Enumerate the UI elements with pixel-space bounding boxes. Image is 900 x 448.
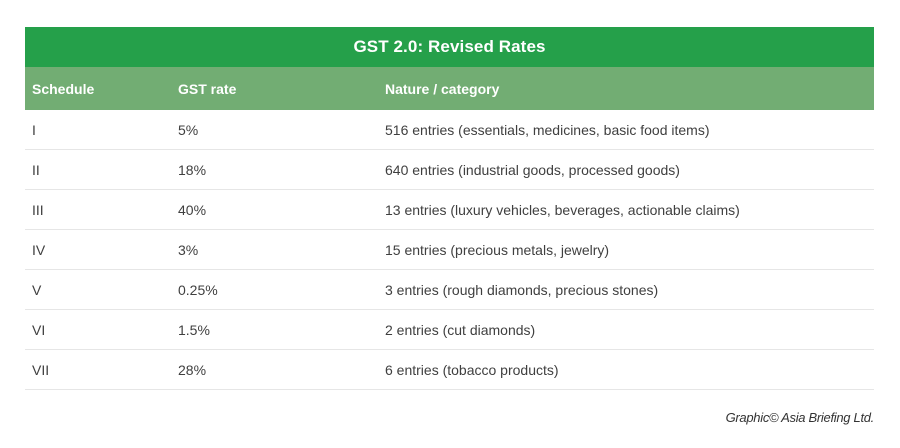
cell-schedule: III bbox=[32, 201, 44, 218]
table-row: VII 28% 6 entries (tobacco products) bbox=[25, 350, 874, 390]
header-gst-rate: GST rate bbox=[178, 80, 237, 97]
table-header-row: Schedule GST rate Nature / category bbox=[25, 67, 874, 110]
cell-schedule: II bbox=[32, 161, 40, 178]
cell-rate: 3% bbox=[178, 241, 199, 258]
table-row: IV 3% 15 entries (precious metals, jewel… bbox=[25, 230, 874, 270]
cell-schedule: IV bbox=[32, 241, 46, 258]
header-nature-category: Nature / category bbox=[385, 80, 500, 97]
table-row: III 40% 13 entries (luxury vehicles, bev… bbox=[25, 190, 874, 230]
cell-rate: 5% bbox=[178, 121, 199, 138]
table-title: GST 2.0: Revised Rates bbox=[25, 27, 874, 67]
table-row: V 0.25% 3 entries (rough diamonds, preci… bbox=[25, 270, 874, 310]
cell-nature: 2 entries (cut diamonds) bbox=[385, 321, 536, 338]
table-row: I 5% 516 entries (essentials, medicines,… bbox=[25, 110, 874, 150]
header-schedule: Schedule bbox=[32, 80, 95, 97]
cell-rate: 18% bbox=[178, 161, 207, 178]
cell-rate: 1.5% bbox=[178, 321, 210, 338]
cell-nature: 640 entries (industrial goods, processed… bbox=[385, 161, 680, 178]
cell-rate: 0.25% bbox=[178, 281, 218, 298]
cell-nature: 13 entries (luxury vehicles, beverages, … bbox=[385, 201, 740, 218]
cell-nature: 6 entries (tobacco products) bbox=[385, 361, 559, 378]
table-row: II 18% 640 entries (industrial goods, pr… bbox=[25, 150, 874, 190]
cell-nature: 15 entries (precious metals, jewelry) bbox=[385, 241, 610, 258]
graphic-credit: Graphic© Asia Briefing Ltd. bbox=[725, 410, 875, 425]
cell-schedule: V bbox=[32, 281, 42, 298]
cell-nature: 516 entries (essentials, medicines, basi… bbox=[385, 121, 710, 138]
cell-rate: 40% bbox=[178, 201, 207, 218]
cell-schedule: VII bbox=[32, 361, 50, 378]
cell-schedule: VI bbox=[32, 321, 46, 338]
table-row: VI 1.5% 2 entries (cut diamonds) bbox=[25, 310, 874, 350]
cell-nature: 3 entries (rough diamonds, precious ston… bbox=[385, 281, 659, 298]
rates-table: GST 2.0: Revised Rates Schedule GST rate… bbox=[25, 27, 874, 390]
cell-schedule: I bbox=[32, 121, 36, 138]
cell-rate: 28% bbox=[178, 361, 207, 378]
